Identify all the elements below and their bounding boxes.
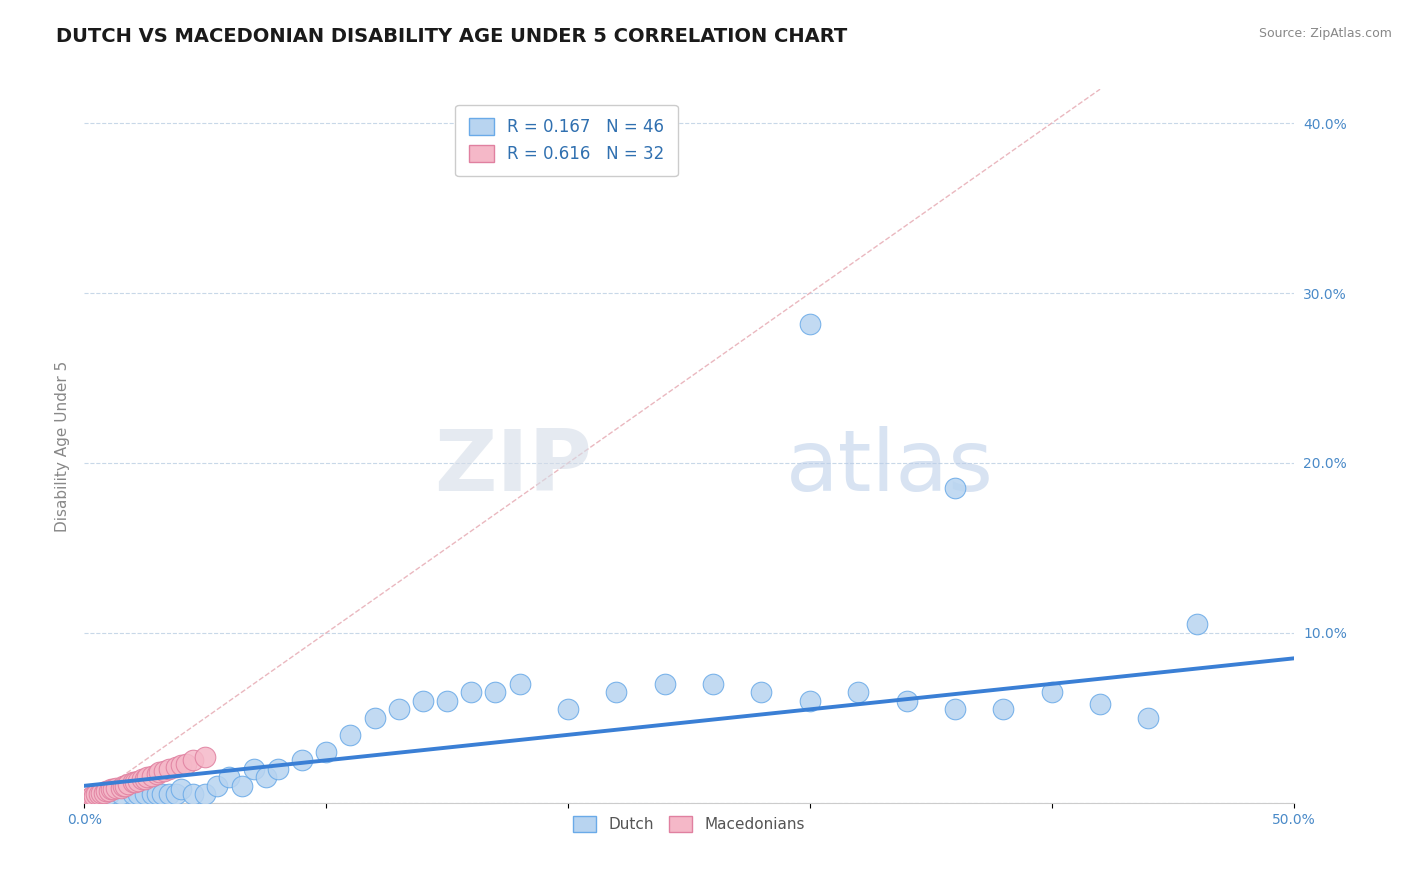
Point	[112, 779, 135, 793]
Point	[146, 787, 169, 801]
Point	[148, 765, 170, 780]
Point	[846, 685, 869, 699]
Point	[110, 787, 132, 801]
Text: ZIP: ZIP	[434, 425, 592, 509]
Point	[127, 787, 149, 801]
Point	[86, 787, 108, 801]
Point	[141, 787, 163, 801]
Point	[315, 745, 337, 759]
Point	[291, 753, 314, 767]
Point	[136, 770, 159, 784]
Point	[1185, 617, 1208, 632]
Point	[121, 775, 143, 789]
Point	[165, 760, 187, 774]
Point	[87, 787, 110, 801]
Point	[181, 787, 204, 801]
Point	[388, 702, 411, 716]
Point	[157, 762, 180, 776]
Point	[170, 758, 193, 772]
Point	[114, 779, 136, 793]
Point	[181, 753, 204, 767]
Point	[605, 685, 627, 699]
Point	[77, 790, 100, 805]
Point	[218, 770, 240, 784]
Point	[104, 780, 127, 795]
Point	[509, 677, 531, 691]
Point	[654, 677, 676, 691]
Point	[153, 764, 176, 778]
Point	[460, 685, 482, 699]
Point	[146, 767, 169, 781]
Point	[134, 787, 156, 801]
Point	[799, 317, 821, 331]
Point	[141, 769, 163, 783]
Point	[83, 789, 105, 803]
Point	[93, 786, 115, 800]
Point	[157, 787, 180, 801]
Point	[134, 772, 156, 786]
Point	[943, 482, 966, 496]
Point	[436, 694, 458, 708]
Point	[103, 782, 125, 797]
Point	[1137, 711, 1160, 725]
Y-axis label: Disability Age Under 5: Disability Age Under 5	[55, 360, 70, 532]
Point	[339, 728, 361, 742]
Point	[165, 787, 187, 801]
Point	[194, 787, 217, 801]
Point	[254, 770, 277, 784]
Point	[170, 782, 193, 797]
Point	[1088, 698, 1111, 712]
Point	[97, 784, 120, 798]
Point	[993, 702, 1015, 716]
Point	[117, 777, 139, 791]
Point	[557, 702, 579, 716]
Point	[90, 786, 112, 800]
Point	[207, 779, 229, 793]
Point	[131, 772, 153, 786]
Point	[363, 711, 385, 725]
Point	[1040, 685, 1063, 699]
Point	[194, 750, 217, 764]
Text: atlas: atlas	[786, 425, 994, 509]
Point	[751, 685, 773, 699]
Point	[896, 694, 918, 708]
Point	[97, 787, 120, 801]
Point	[702, 677, 724, 691]
Point	[943, 702, 966, 716]
Point	[94, 784, 117, 798]
Point	[242, 762, 264, 776]
Point	[100, 782, 122, 797]
Point	[267, 762, 290, 776]
Point	[124, 775, 146, 789]
Point	[127, 773, 149, 788]
Point	[86, 787, 108, 801]
Point	[121, 787, 143, 801]
Legend: Dutch, Macedonians: Dutch, Macedonians	[567, 810, 811, 838]
Text: Source: ZipAtlas.com: Source: ZipAtlas.com	[1258, 27, 1392, 40]
Point	[150, 787, 173, 801]
Point	[80, 789, 103, 803]
Point	[799, 694, 821, 708]
Point	[231, 779, 253, 793]
Point	[110, 780, 132, 795]
Point	[174, 756, 197, 771]
Text: DUTCH VS MACEDONIAN DISABILITY AGE UNDER 5 CORRELATION CHART: DUTCH VS MACEDONIAN DISABILITY AGE UNDER…	[56, 27, 848, 45]
Point	[484, 685, 506, 699]
Point	[412, 694, 434, 708]
